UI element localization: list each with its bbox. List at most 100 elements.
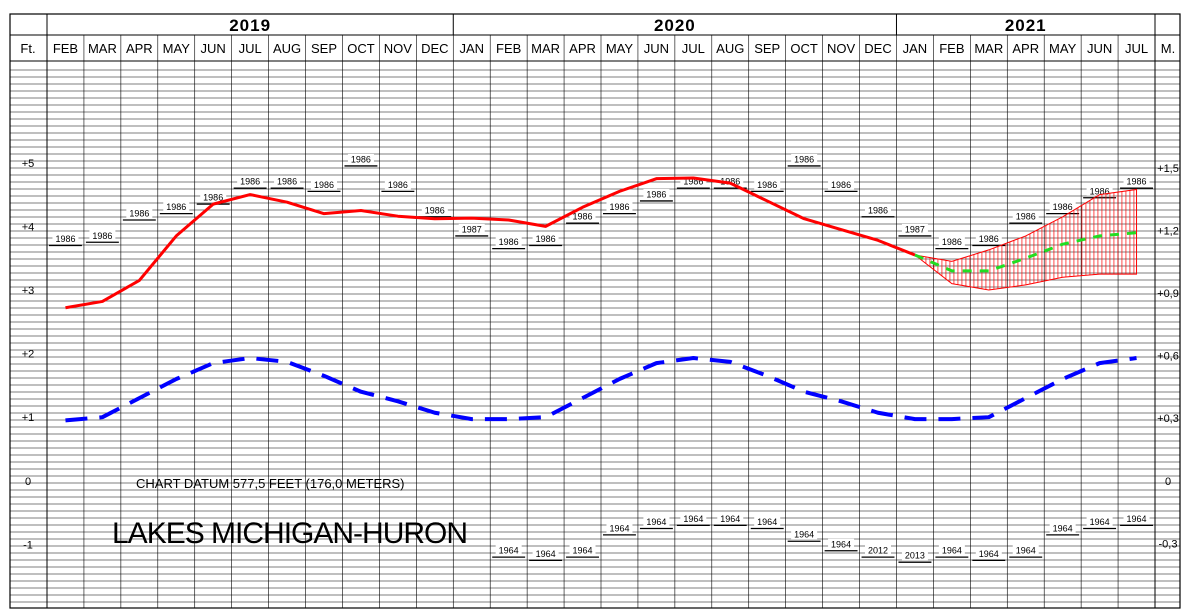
series-recorded-line: [65, 176, 916, 310]
record-low-label-bg: [828, 538, 855, 549]
record-high-year-label: 1987: [462, 224, 482, 234]
month-label: MAR: [531, 41, 560, 56]
record-low-label-bg: [1012, 545, 1039, 556]
record-high-year-label: 1986: [425, 205, 445, 215]
month-label: FEB: [939, 41, 964, 56]
left-unit-label: Ft.: [20, 41, 35, 56]
record-low-label-bg: [754, 516, 781, 527]
record-low-label-bg: [865, 545, 891, 556]
record-high-label-bg: [1012, 211, 1039, 222]
record-high-label-bg: [938, 236, 965, 247]
record-high-label-bg: [717, 176, 744, 187]
record-high-label-bg: [347, 153, 374, 164]
month-label: MAR: [88, 41, 117, 56]
record-low-label-bg: [680, 513, 707, 524]
right-tick-label: +0,9: [1157, 288, 1179, 300]
record-low-label-bg: [606, 522, 633, 533]
record-low-year-label: 1964: [942, 546, 962, 556]
series-forecast-line: [914, 231, 1137, 273]
record-high-label-bg: [1123, 176, 1150, 187]
record-high-label-bg: [865, 204, 891, 215]
record-high-label-bg: [643, 188, 670, 199]
record-low-year-label: 1964: [1127, 514, 1147, 524]
record-low-year-label: 1964: [979, 549, 999, 559]
column-headers: 2019 2020 2021 FEB MAR APR MAY JUN JUL AUG SEP OCT N…: [20, 14, 1175, 56]
record-high-label-bg: [458, 223, 485, 234]
left-tick-label: +5: [22, 158, 35, 170]
chart-frame: [9, 13, 1181, 609]
record-low-year-label: 1964: [499, 546, 519, 556]
left-tick-label: +3: [22, 285, 35, 297]
left-tick-label: -1: [23, 539, 33, 551]
year-label: 2020: [654, 16, 696, 35]
month-label: OCT: [790, 41, 818, 56]
forecast-band-outline: [914, 188, 1138, 291]
record-high-year-label: 1986: [683, 177, 703, 187]
month-label: MAY: [606, 41, 634, 56]
month-label: JAN: [459, 41, 484, 56]
record-low-label-bg: [495, 545, 522, 556]
record-high-label-bg: [384, 179, 411, 190]
record-high-label-bg: [532, 233, 559, 244]
month-label: FEB: [496, 41, 521, 56]
record-low-year-label: 1964: [683, 514, 703, 524]
series-lines: [65, 176, 1137, 423]
month-label: APR: [126, 41, 153, 56]
record-high-label-bg: [311, 179, 337, 190]
record-low-year-label: 1964: [1090, 517, 1110, 527]
month-label: JUN: [201, 41, 226, 56]
record-high-year-label: 1986: [868, 205, 888, 215]
month-label: MAY: [1049, 41, 1077, 56]
record-high-year-label: 1986: [942, 237, 962, 247]
series-long-term-average-line: [65, 356, 1137, 423]
record-low-year-label: 1964: [757, 517, 777, 527]
record-high-label-bg: [754, 179, 781, 190]
record-low-label-bg: [717, 513, 744, 524]
record-low-year-label: 1964: [831, 539, 851, 549]
record-high-label-bg: [421, 204, 448, 215]
month-label: JAN: [903, 41, 928, 56]
record-high-year-label: 1986: [92, 231, 112, 241]
record-high-year-label: 1986: [203, 193, 223, 203]
record-high-year-label: 1986: [277, 177, 297, 187]
record-high-label-bg: [901, 223, 928, 234]
record-high-year-label: 1986: [314, 180, 334, 190]
month-label: JUN: [644, 41, 669, 56]
record-high-year-label: 1986: [1090, 186, 1110, 196]
record-high-year-label: 1986: [831, 180, 851, 190]
record-low-year-label: 1964: [720, 514, 740, 524]
right-tick-label: +0,6: [1157, 351, 1179, 363]
month-label: JUL: [682, 41, 705, 56]
y-axes: +5 +4 +3 +2 +1 0 -1 +1,5 +1,2 +0,9 +0,6 +0,3 0 -0,3: [22, 158, 1179, 552]
record-high-label-bg: [606, 201, 633, 212]
record-low-year-label: 1964: [1016, 546, 1036, 556]
record-low-year-label: 1964: [646, 517, 666, 527]
record-high-label-bg: [495, 236, 522, 247]
record-high-year-label: 1986: [1016, 212, 1036, 222]
record-high-label-bg: [89, 230, 116, 241]
month-label: AUG: [273, 41, 301, 56]
month-label: SEP: [754, 41, 780, 56]
record-markers: 1986 1986 1986 1986 1986 1986 1986 1986 1986 1986…: [49, 153, 1153, 563]
record-high-label-bg: [1086, 185, 1113, 196]
record-low-label-bg: [569, 545, 596, 556]
record-high-year-label: 1986: [609, 202, 629, 212]
record-low-year-label: 1964: [1053, 523, 1073, 533]
record-high-year-label: 1986: [240, 177, 260, 187]
record-high-year-label: 1986: [388, 180, 408, 190]
record-low-label-bg: [901, 550, 928, 561]
right-tick-label: +0,3: [1157, 413, 1179, 425]
month-label: MAR: [974, 41, 1003, 56]
right-tick-label: 0: [1165, 476, 1171, 488]
month-label: AUG: [716, 41, 744, 56]
record-low-year-label: 1964: [573, 546, 593, 556]
record-high-year-label: 1986: [499, 237, 519, 247]
record-high-label-bg: [680, 176, 707, 187]
record-low-label-bg: [975, 548, 1002, 559]
record-high-year-label: 1986: [794, 154, 814, 164]
record-high-label-bg: [126, 208, 153, 219]
record-low-year-label: 2012: [868, 546, 888, 556]
record-low-label-bg: [791, 529, 818, 540]
record-high-year-label: 1986: [757, 180, 777, 190]
